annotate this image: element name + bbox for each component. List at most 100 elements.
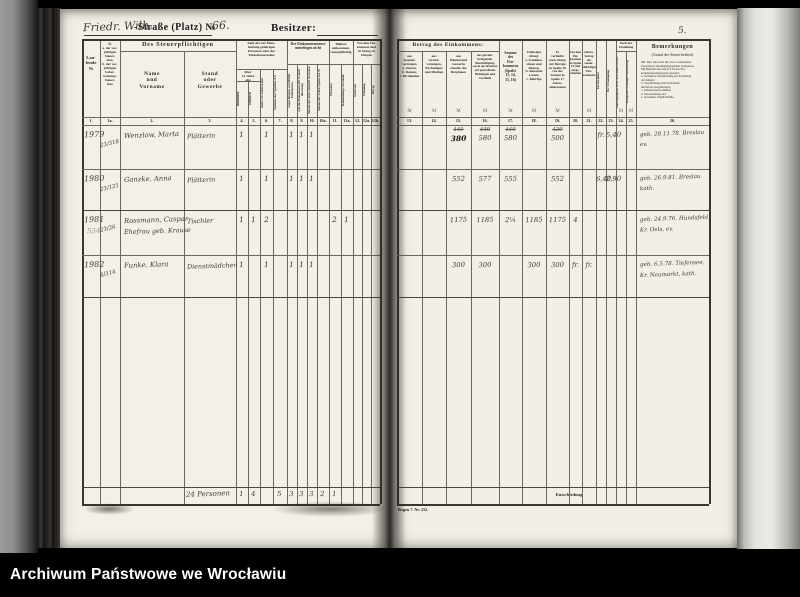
col-header-25: beträgt der veranlagte Steuerbetrag xyxy=(626,60,629,104)
income-value: 1185 xyxy=(525,215,543,225)
summary-count-mark: 2 xyxy=(319,489,325,499)
crossed-value: 440 xyxy=(479,126,491,134)
archive-caption-bar: Archiwum Państwowe we Wrocławiu xyxy=(0,553,800,597)
table-grid-line xyxy=(446,51,447,504)
person-count-mark: 1 xyxy=(288,129,294,140)
col-header-18: Zulässiger Abzug: a. Schulden- zinsen un… xyxy=(525,50,543,82)
col-header-15: aus Handel und Gewerbe einschl. des Berg… xyxy=(449,54,468,75)
income-value: 380 xyxy=(450,133,467,144)
col-header-sum-4-6: Summe der Spalten 4-6 xyxy=(273,75,277,111)
summary-count-mark: 4 xyxy=(250,489,256,499)
column-number: 25. xyxy=(628,118,634,123)
col-header-prev-roll: № a. der vor- jährigen Steuer- liste, b.… xyxy=(102,42,118,87)
birth-remark: geb. 26.9.81. Breslau xyxy=(639,173,701,183)
currency-symbol: ℳ xyxy=(586,108,592,113)
person-count-mark: 1 xyxy=(238,129,244,140)
table-grid-line xyxy=(236,39,237,504)
table-grid-line xyxy=(236,69,287,70)
income-value: 2¼ xyxy=(504,215,517,225)
column-number: 26. xyxy=(669,118,676,123)
table-grid-line xyxy=(606,39,607,504)
income-value: 552 xyxy=(451,174,466,184)
house-number-handwritten: 66. xyxy=(211,18,230,33)
table-grid-line xyxy=(422,51,423,504)
occupation-entry: Plätterin xyxy=(186,175,216,185)
owner-underline xyxy=(317,35,378,36)
person-count-mark: 2 xyxy=(331,214,337,225)
income-value: 1175 xyxy=(548,215,567,225)
scan-left-margin xyxy=(0,0,38,553)
group-header-household: Zahl der zur Haus- haltung gehörigen Per… xyxy=(247,41,276,58)
table-grid-line xyxy=(636,39,637,504)
table-grid-line xyxy=(82,255,380,256)
table-grid-line xyxy=(82,504,380,506)
summary-count-mark: 3 xyxy=(288,489,294,499)
income-value: 555 xyxy=(503,174,518,184)
column-number: 18. xyxy=(531,118,537,123)
person-count-mark: 1 xyxy=(238,214,244,225)
name-entry: Funke, Klara xyxy=(123,260,169,270)
table-grid-line xyxy=(397,210,709,211)
birth-remark: geb. 6.5.78. Tiefensee, xyxy=(639,259,705,269)
table-grid-line xyxy=(582,39,583,504)
owner-label: Besitzer: xyxy=(271,22,317,34)
table-grid-line xyxy=(397,297,709,298)
column-number: 13. xyxy=(406,118,413,123)
column-number: 20. xyxy=(572,118,579,123)
currency-symbol: ℳ xyxy=(431,108,437,113)
table-grid-line xyxy=(397,117,709,118)
column-number: 2. xyxy=(150,118,154,123)
col-header-remain-b: Haushaltungs-Vorstände xyxy=(341,74,345,106)
income-value: 577 xyxy=(478,174,492,184)
column-number: 14. xyxy=(431,118,437,123)
prev-roll-number: 23/26 xyxy=(99,224,117,234)
income-value: 300 xyxy=(451,260,466,270)
table-grid-line xyxy=(82,117,380,118)
birth-remark: geb. 24.9.76. Hundsfeld, xyxy=(639,214,711,224)
column-number: 3. xyxy=(208,118,212,123)
column-number: 15. xyxy=(455,118,462,123)
table-grid-line xyxy=(273,69,274,504)
table-grid-line xyxy=(82,125,380,126)
col-header-exempt-d: Summe der Zeilen (Spalte 8 u. 9) xyxy=(317,69,321,111)
col-header-under14: unter 14 Jahren alte xyxy=(260,77,264,109)
income-value: fr. xyxy=(571,260,580,270)
currency-symbol: ℳ xyxy=(531,108,537,113)
table-grid-line xyxy=(100,39,101,504)
currency-symbol: ℳ xyxy=(482,108,488,113)
table-grid-line xyxy=(546,39,547,504)
prev-roll-number: 23/121 xyxy=(99,182,120,194)
income-value: 6,40 xyxy=(595,174,612,184)
row-number: 1982 xyxy=(83,259,105,270)
column-number: 12. xyxy=(354,118,361,123)
birth-remark: ev. xyxy=(639,141,648,149)
header-underline xyxy=(84,35,212,36)
occupation-entry: Dienstmädchen xyxy=(186,261,238,271)
income-value: 300 xyxy=(550,260,565,270)
col-header-name: Name und Vorname xyxy=(139,71,165,90)
column-number: 17. xyxy=(507,118,514,123)
income-value: 552 xyxy=(550,174,565,184)
archive-name: Archiwum Państwowe we Wrocławiu xyxy=(10,566,287,583)
column-number: 1. xyxy=(89,118,93,123)
row-number-pencil: 534 xyxy=(86,226,101,236)
table-grid-line xyxy=(307,64,308,504)
col-header-19: Es verbleibt nach Abzug der Beträge in S… xyxy=(549,50,566,89)
person-count-mark: 1 xyxy=(308,173,314,184)
col-header-22: Im Vorjahre xyxy=(596,72,600,90)
row-number: 1980 xyxy=(83,173,105,184)
income-value: 300 xyxy=(527,260,541,270)
column-number: 16. xyxy=(482,118,488,123)
row-number: 1981 xyxy=(83,214,105,225)
currency-symbol: ℳ xyxy=(456,108,461,113)
name-entry: Rossmann, Caspar xyxy=(123,214,189,226)
person-count-mark: 1 xyxy=(250,214,256,225)
col-header-16: aus gewinn- bringender Beschäftigung sow… xyxy=(472,53,498,80)
table-grid-line xyxy=(499,39,500,504)
group-header-exempt: Der Einkommensteuer unterliegen nicht xyxy=(290,42,326,51)
column-number: 24. xyxy=(618,118,624,123)
col-header-23: Der Veranlagung xyxy=(606,70,610,92)
street-label-printed: -Straße (Platz) № xyxy=(134,22,216,33)
summary-count-mark: 5 xyxy=(276,489,282,499)
